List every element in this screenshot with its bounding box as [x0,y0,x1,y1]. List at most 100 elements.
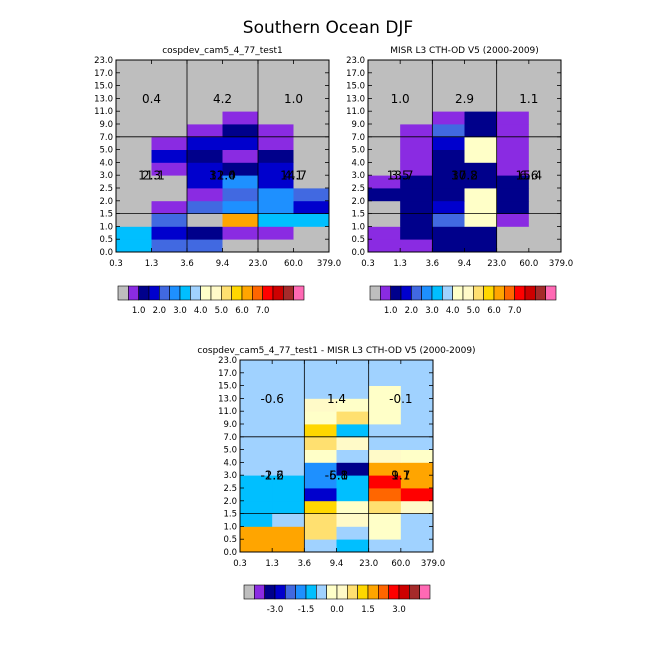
y-tick-label: 4.0 [223,458,237,468]
heatmap-cell [528,136,562,150]
y-tick-label: 7.0 [223,433,237,443]
y-tick-label: 0.0 [99,248,113,258]
x-tick-label: 60.0 [519,259,538,269]
colorbar-box [295,584,307,600]
heatmap-cell [400,136,433,150]
heatmap-cell [272,411,305,425]
heatmap-cell [528,213,562,227]
heatmap-cell [240,360,273,374]
heatmap-cell [368,162,401,176]
heatmap-cell [258,136,294,150]
cell-annotation: 4.2 [213,92,232,106]
heatmap-cell [528,149,562,163]
heatmap-cell [293,175,330,189]
heatmap-cell [400,162,433,176]
heatmap-cell [222,124,259,138]
colorbar-box [400,285,412,301]
heatmap-cell [368,411,402,425]
heatmap-cell [464,149,498,163]
colorbar-box [483,285,495,301]
heatmap-cell [116,98,152,112]
colorbar-label: 3.0 [425,306,439,316]
heatmap-cell [368,462,402,476]
colorbar-box [293,285,305,301]
heatmap-cell [151,239,188,253]
colorbar-box [411,285,422,301]
heatmap-cell [400,424,434,438]
heatmap-cell [528,85,562,99]
heatmap-cell [272,360,305,374]
colorbar-box [221,285,232,301]
y-tick-label: 3.0 [351,171,365,181]
heatmap-cell [304,424,337,438]
heatmap-cell [293,213,330,227]
heatmap-cell [187,213,223,227]
heatmap-cell [464,239,498,253]
heatmap-cell [222,98,259,112]
colorbar-box [524,285,536,301]
heatmap-cell [464,98,498,112]
heatmap-cell [222,162,259,176]
y-tick-label: 13.0 [94,94,113,104]
colorbar-box [200,285,212,301]
heatmap-cell [293,239,330,253]
colorbar-box [409,584,420,600]
cell-annotation: -1.2 [260,469,283,483]
y-tick-label: 13.0 [218,394,237,404]
x-tick-label: 9.4 [330,559,344,569]
heatmap-cell [304,488,337,502]
heatmap-cell [368,149,401,163]
heatmap-cell [336,462,370,476]
heatmap-cell [400,175,433,189]
y-tick-label: 1.0 [99,222,113,232]
heatmap-cell [528,60,562,74]
y-tick-label: 17.0 [94,69,113,79]
heatmap-cell [151,60,188,74]
y-tick-label: 7.0 [351,133,365,143]
colorbar-box [452,285,464,301]
heatmap-cell [187,60,223,74]
y-tick-label: 2.0 [223,497,237,507]
cell-annotation: 1.1 [519,92,538,106]
heatmap-cell [432,111,465,125]
heatmap-cell [151,124,188,138]
heatmap-cell [187,111,223,125]
heatmap-cell [432,136,465,150]
heatmap-cell [272,526,305,540]
heatmap-cell [240,411,273,425]
heatmap-cell [293,200,330,214]
heatmap-cell [432,213,465,227]
heatmap-cell [464,162,498,176]
x-tick-label: 3.6 [426,259,440,269]
heatmap-cell [258,149,294,163]
heatmap-cell [400,411,434,425]
heatmap-cell [222,85,259,99]
cell-annotation: 1.0 [284,92,303,106]
heatmap-cell [400,360,434,374]
heatmap-cell [151,188,188,202]
colorbar-box [473,285,484,301]
heatmap-cell [400,60,433,74]
y-tick-label: 1.5 [351,210,365,220]
colorbar-label: 3.0 [392,605,406,615]
heatmap-cell [432,72,465,86]
y-tick-label: 9.0 [99,120,113,130]
y-tick-label: 3.0 [223,471,237,481]
x-tick-label: 379.0 [317,259,341,269]
heatmap-cell [400,98,433,112]
heatmap-cell [368,200,401,214]
y-tick-label: 17.0 [218,369,237,379]
colorbar-box [326,584,338,600]
heatmap-cell [151,213,188,227]
colorbar-box [347,584,358,600]
colorbar-right: 1.0 2.0 3.0 4.0 5.0 6.0 7.0 [369,285,557,316]
colorbar-box [462,285,474,301]
y-tick-label: 13.0 [346,94,365,104]
cell-annotation: 0.4 [142,92,161,106]
cell-annotation: 31.0 [209,169,236,183]
colorbar-box [421,285,433,301]
x-tick-label: 1.3 [145,259,159,269]
colorbar-box [545,285,557,301]
heatmap-cell [293,162,330,176]
heatmap-cell [293,149,330,163]
